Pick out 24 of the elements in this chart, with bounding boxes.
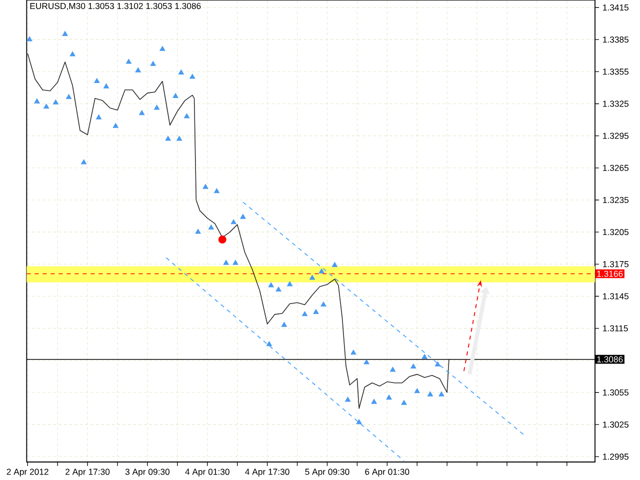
x-tick-label: 6 Apr 01:30	[365, 468, 410, 477]
x-tick-label: 2 Apr 2012	[6, 468, 48, 477]
y-tick-label: 1.3205	[603, 229, 629, 236]
chart-title: EURUSD,M30 1.3053 1.3102 1.3053 1.3086	[30, 2, 201, 10]
x-tick-label: 4 Apr 01:30	[185, 468, 230, 477]
x-tick-label: 3 Apr 09:30	[125, 468, 170, 477]
y-tick-label: 1.3175	[603, 261, 629, 268]
y-tick-label: 1.3145	[603, 293, 629, 300]
x-tick-label: 2 Apr 17:30	[66, 468, 110, 477]
x-tick-label: 4 Apr 17:30	[245, 468, 290, 477]
y-tick-label: 1.3025	[603, 422, 629, 428]
y-tick-label: 1.3415	[603, 4, 629, 11]
y-tick-label: 1.3265	[603, 164, 629, 171]
ref-line-label: 1.3166	[597, 270, 623, 277]
y-tick-label: 1.3355	[603, 68, 629, 75]
y-tick-label: 1.3295	[603, 132, 629, 139]
y-tick-label: 1.3325	[603, 100, 629, 107]
y-tick-label: 1.2995	[603, 454, 629, 460]
y-tick-label: 1.3055	[603, 389, 629, 396]
x-tick-label: 5 Apr 09:30	[305, 468, 350, 477]
ref-line-label: 1.3086	[597, 356, 623, 362]
y-tick-label: 1.3235	[603, 196, 629, 204]
y-tick-label: 1.3115	[603, 325, 628, 332]
y-tick-label: 1.3385	[603, 36, 629, 43]
